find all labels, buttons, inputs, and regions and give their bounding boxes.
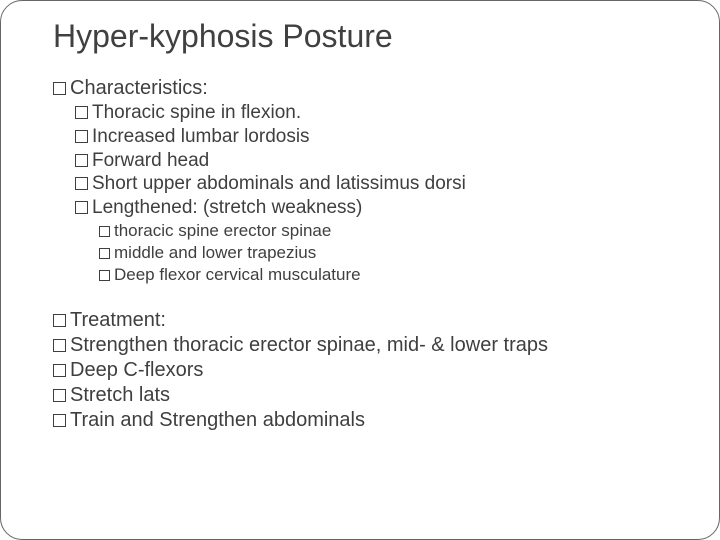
slide-frame: Hyper-kyphosis Posture Characteristics: …	[0, 0, 720, 540]
text: Lengthened: (stretch weakness)	[92, 196, 362, 220]
bullet-box-icon	[53, 364, 66, 377]
bullet-box-icon	[53, 389, 66, 402]
list-item: Stretch lats	[53, 383, 689, 408]
sub-list-item: Deep flexor cervical musculature	[99, 264, 689, 286]
section-heading-characteristics: Characteristics:	[53, 76, 689, 101]
list-item: Train and Strengthen abdominals	[53, 408, 689, 433]
bullet-box-icon	[53, 414, 66, 427]
bullet-box-icon	[53, 339, 66, 352]
bullet-box-icon	[75, 177, 88, 190]
list-item: Forward head	[75, 149, 689, 173]
text: Short upper abdominals and latissimus do…	[92, 172, 466, 196]
text: Deep flexor cervical musculature	[114, 264, 361, 286]
list-item: Lengthened: (stretch weakness)	[75, 196, 689, 220]
bullet-box-icon	[99, 270, 110, 281]
text: Forward head	[92, 149, 209, 173]
sub-list-item: middle and lower trapezius	[99, 242, 689, 264]
list-item: Short upper abdominals and latissimus do…	[75, 172, 689, 196]
text: Deep C-flexors	[70, 358, 203, 383]
text: Train and Strengthen abdominals	[70, 408, 365, 433]
text: thoracic spine erector spinae	[114, 220, 331, 242]
sub-list-item: thoracic spine erector spinae	[99, 220, 689, 242]
bullet-box-icon	[99, 248, 110, 259]
list-item: Deep C-flexors	[53, 358, 689, 383]
section-heading-treatment: Treatment:	[53, 308, 689, 333]
bullet-box-icon	[53, 314, 66, 327]
text: Treatment:	[70, 308, 166, 333]
text: Stretch lats	[70, 383, 170, 408]
list-item: Thoracic spine in flexion.	[75, 101, 689, 125]
slide-title: Hyper-kyphosis Posture	[53, 19, 689, 54]
bullet-box-icon	[53, 82, 66, 95]
list-item: Increased lumbar lordosis	[75, 125, 689, 149]
bullet-box-icon	[75, 154, 88, 167]
bullet-box-icon	[75, 130, 88, 143]
text: Strengthen thoracic erector spinae, mid-…	[70, 333, 548, 358]
text: middle and lower trapezius	[114, 242, 316, 264]
list-item: Strengthen thoracic erector spinae, mid-…	[53, 333, 689, 358]
section-gap	[53, 286, 689, 308]
text: Thoracic spine in flexion.	[92, 101, 301, 125]
bullet-box-icon	[99, 226, 110, 237]
text: Characteristics:	[70, 76, 208, 101]
bullet-box-icon	[75, 201, 88, 214]
text: Increased lumbar lordosis	[92, 125, 310, 149]
bullet-box-icon	[75, 106, 88, 119]
